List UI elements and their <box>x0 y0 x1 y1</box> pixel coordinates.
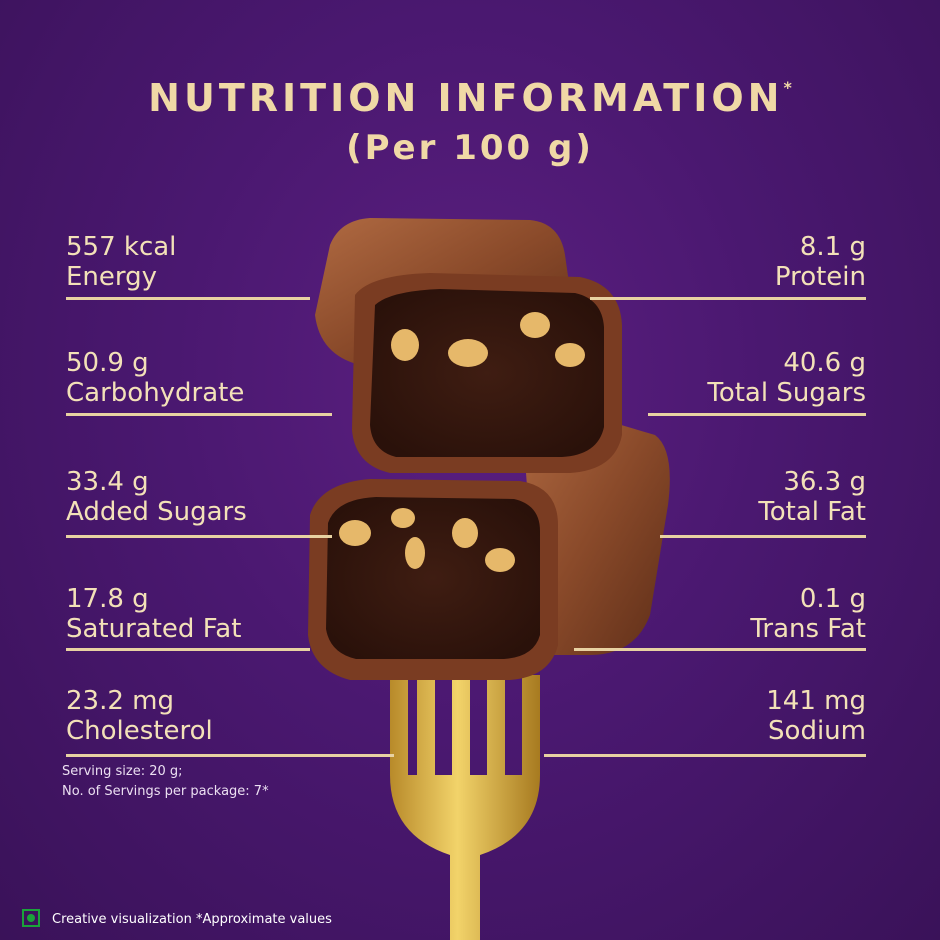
nutrient-value: 17.8 g <box>66 584 149 614</box>
title-asterisk: * <box>783 78 792 97</box>
divider <box>66 754 394 757</box>
nutrient-label: Energy <box>66 262 158 292</box>
nutrient-sodium: 141 mg Sodium <box>566 686 866 746</box>
nutrient-protein: 8.1 g Protein <box>566 232 866 292</box>
nutrient-label: Total Sugars <box>707 378 866 408</box>
nutrient-value: 50.9 g <box>66 348 149 378</box>
nutrient-total-sugars: 40.6 g Total Sugars <box>566 348 866 408</box>
divider <box>660 535 866 538</box>
serving-size: Serving size: 20 g; <box>62 764 183 779</box>
title-text: NUTRITION INFORMATION <box>148 76 784 120</box>
nutrient-label: Cholesterol <box>66 716 213 746</box>
servings-per-package: No. of Servings per package: 7* <box>62 784 269 799</box>
nutrient-cholesterol: 23.2 mg Cholesterol <box>66 686 366 746</box>
nutrient-value: 141 mg <box>766 686 866 716</box>
divider <box>574 648 866 651</box>
divider <box>66 535 332 538</box>
divider <box>66 413 332 416</box>
divider <box>66 648 310 651</box>
nutrient-label: Protein <box>774 262 866 292</box>
nutrient-value: 40.6 g <box>783 348 866 378</box>
product-image <box>308 218 670 940</box>
page-title: NUTRITION INFORMATION* <box>0 76 940 120</box>
nutrient-value: 23.2 mg <box>66 686 174 716</box>
nutrient-value: 0.1 g <box>799 584 866 614</box>
divider <box>544 754 866 757</box>
nutrient-value: 557 kcal <box>66 232 177 262</box>
divider <box>590 297 866 300</box>
nutrient-label: Sodium <box>768 716 866 746</box>
nutrient-value: 36.3 g <box>783 467 866 497</box>
nutrient-value: 33.4 g <box>66 467 149 497</box>
fork-icon <box>390 675 540 940</box>
nutrient-added-sugars: 33.4 g Added Sugars <box>66 467 366 527</box>
nutrient-trans-fat: 0.1 g Trans Fat <box>566 584 866 644</box>
divider <box>66 297 310 300</box>
divider <box>648 413 866 416</box>
nutrient-energy: 557 kcal Energy <box>66 232 366 292</box>
nutrient-saturated-fat: 17.8 g Saturated Fat <box>66 584 366 644</box>
nutrient-label: Added Sugars <box>66 497 247 527</box>
nutrient-label: Saturated Fat <box>66 614 242 644</box>
nutrient-carbohydrate: 50.9 g Carbohydrate <box>66 348 366 408</box>
nutrient-label: Total Fat <box>758 497 866 527</box>
nutrient-label: Trans Fat <box>750 614 866 644</box>
nutrient-value: 8.1 g <box>799 232 866 262</box>
veg-symbol-icon <box>22 909 40 927</box>
page-subtitle: (Per 100 g) <box>346 128 594 168</box>
nutrient-total-fat: 36.3 g Total Fat <box>566 467 866 527</box>
nutrient-label: Carbohydrate <box>66 378 245 408</box>
disclaimer: Creative visualization *Approximate valu… <box>52 912 332 927</box>
